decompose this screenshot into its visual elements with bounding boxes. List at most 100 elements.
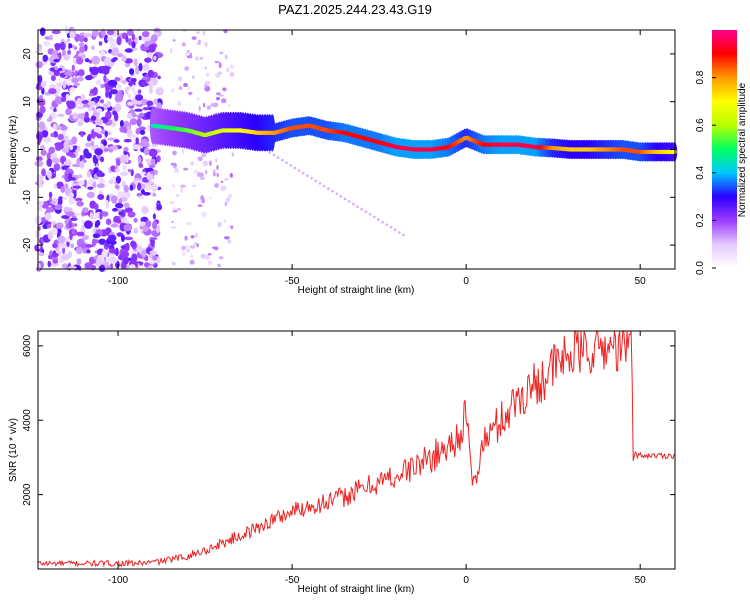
spectrogram-noise-cell [104,130,109,137]
spectrogram-noise-cell [123,224,133,232]
spectrogram-noise-cell [76,113,86,120]
spectrogram-noise-cell [80,94,86,101]
spectrogram-noise-cell [196,243,199,248]
spectrogram-noise-cell [43,41,51,47]
spectrogram-noise-cell [111,195,118,204]
spectrogram-noise-cell [184,66,190,71]
spectrogram-noise-cell [36,200,44,206]
spectrogram-noise-cell [79,46,86,53]
spectrogram-tail-cell [281,158,284,162]
spectrogram-noise-cell [95,144,99,148]
x-tick-label: -50 [285,575,300,586]
spectrogram-noise-cell [135,94,144,101]
spectrogram-noise-cell [100,99,104,104]
spectrogram-noise-cell [50,262,59,267]
spectrogram-tail-cell [268,151,272,154]
spectrogram-noise-cell [219,51,224,55]
spectrogram-noise-cell [57,67,63,72]
spectrogram-noise-cell [224,236,230,240]
spectrogram-noise-cell [227,239,232,244]
y-tick-label: -10 [22,190,33,205]
spectrogram-noise-cell [216,172,219,178]
spectrogram-noise-cell [98,264,106,272]
spectrogram-noise-cell [74,197,83,202]
spectrogram-noise-cell [51,157,60,164]
spectrogram-tail-cell [368,213,372,216]
spectrogram-noise-cell [48,146,55,155]
spectrogram-noise-cell [190,235,195,239]
spectrogram-noise-cell [61,253,70,261]
spectrogram-noise-cell [145,220,152,228]
spectrogram-noise-cell [137,89,142,94]
spectrogram-noise-cell [180,187,183,194]
spectrogram-noise-cell [192,184,197,187]
x-tick-label: 0 [463,575,469,586]
spectrogram-noise-cell [67,50,72,55]
spectrogram-tail-cell [318,182,322,185]
spectrogram-tail-cell [398,231,401,234]
spectrogram-noise-cell [204,83,207,89]
spectrogram-noise-cell [147,44,156,53]
spectrogram-tail-cell [389,226,393,229]
spectrogram-noise-cell [112,110,118,116]
spectrogram-noise-cell [198,105,201,112]
spectrogram-noise-cell [204,170,208,175]
spectrogram-noise-cell [220,185,227,191]
colorbar-tick-label: 0.0 [695,261,706,275]
spectrogram-noise-cell [138,126,146,131]
spectrogram-noise-cell [47,231,54,240]
spectrogram-noise-cell [149,85,153,95]
spectrogram-noise-cell [150,158,156,166]
spectrogram-noise-cell [76,105,85,110]
colorbar-tick-label: 0.8 [695,70,706,84]
spectrogram-noise-cell [46,206,55,213]
spectrogram-noise-cell [75,246,83,255]
spectrogram-noise-cell [41,168,46,177]
spectrogram-noise-cell [124,86,129,95]
spectrogram-noise-cell [131,253,138,263]
spectrogram-tail-cell [356,205,359,208]
spectrogram-noise-cell [135,137,139,145]
spectrogram-noise-cell [100,84,105,89]
spectrogram-noise-cell [105,199,110,209]
spectrogram-noise-cell [84,111,89,119]
spectrogram-noise-cell [63,196,68,200]
spectrogram-noise-cell [142,192,151,196]
spectrogram-noise-cell [183,83,188,87]
spectrogram-noise-cell [137,156,142,165]
spectrogram-noise-cell [136,118,142,127]
spectrogram-noise-cell [106,29,115,36]
spectrogram-noise-cell [141,171,146,175]
spectrogram-noise-cell [149,164,156,168]
spectrogram-noise-cell [68,196,76,205]
spectrogram-noise-cell [34,160,44,167]
spectrogram-noise-cell [213,172,216,177]
spectrogram-noise-cell [118,198,122,205]
spectrogram-noise-cell [47,260,52,268]
spectrogram-noise-cell [119,74,123,83]
y-tick-label: 4000 [22,409,33,432]
snr-frame [37,330,676,570]
spectrogram-noise-cell [132,144,141,150]
spectrogram-noise-cell [134,108,143,112]
spectrogram-tail-cell [393,228,397,232]
snr-ylabel: SNR (10 * v/v) [8,418,19,482]
spectrogram-noise-cell [197,204,203,208]
spectrogram-noise-cell [151,143,158,147]
spectrogram-noise-cell [147,69,154,78]
spectrogram-noise-cell [91,29,100,37]
x-tick-label: -50 [285,276,300,287]
spectrogram-noise-cell [53,163,61,171]
spectrogram-noise-cell [110,50,117,56]
spectrogram-noise-cell [136,192,143,197]
colorbar-tick-label: 0.2 [695,213,706,227]
spectrogram-noise-cell [190,253,193,259]
spectrogram-noise-cell [190,161,194,166]
spectrogram-noise-cell [91,238,97,247]
spectrogram-noise-cell [40,149,47,156]
spectrogram-noise-cell [148,80,154,89]
spectrogram-noise-cell [148,148,158,157]
spectrogram-noise-cell [210,102,214,107]
spectrogram-noise-cell [38,121,45,130]
spectrogram-noise-cell [52,259,59,264]
